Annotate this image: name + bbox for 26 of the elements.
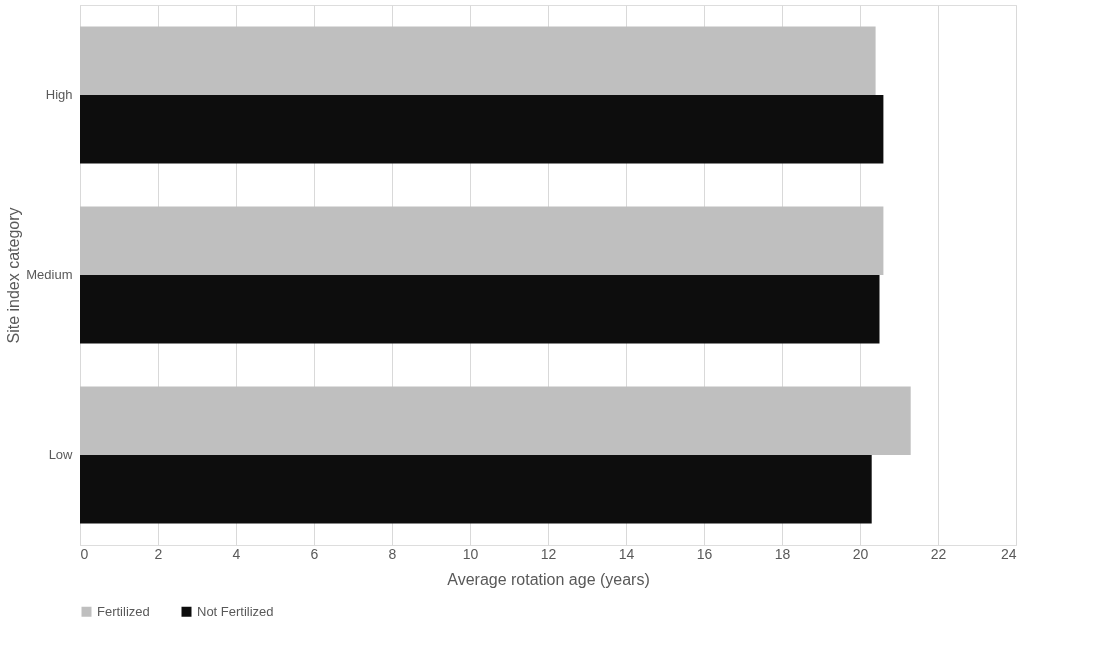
x-axis-title: Average rotation age (years) (447, 570, 650, 588)
bar (80, 455, 872, 524)
x-tick-label: 12 (540, 545, 557, 562)
bar (80, 275, 880, 344)
bar (80, 386, 911, 455)
x-tick-label: 4 (232, 545, 241, 562)
x-tick-label: 10 (462, 545, 479, 562)
x-tick-label: 18 (774, 545, 791, 562)
x-tick-label: 2 (154, 545, 163, 562)
x-tick-label: 6 (310, 545, 319, 562)
x-tick-label: 20 (852, 545, 869, 562)
y-tick-label: Low (48, 447, 74, 462)
x-tick-label: 0 (80, 545, 89, 562)
x-tick-label: 14 (618, 545, 635, 562)
x-tick-label: 16 (696, 545, 713, 562)
legend-label: Not Fertilized (197, 603, 274, 619)
bar (80, 206, 884, 275)
legend-label: Fertilized (97, 603, 150, 619)
bar (80, 26, 876, 95)
y-tick-label: High (45, 87, 73, 102)
x-tick-label: 24 (1000, 545, 1017, 562)
x-tick-label: 8 (388, 545, 397, 562)
bar (80, 95, 884, 164)
y-tick-label: Medium (26, 267, 73, 282)
y-axis-title: Site index category (5, 207, 23, 344)
x-tick-label: 22 (930, 545, 947, 562)
